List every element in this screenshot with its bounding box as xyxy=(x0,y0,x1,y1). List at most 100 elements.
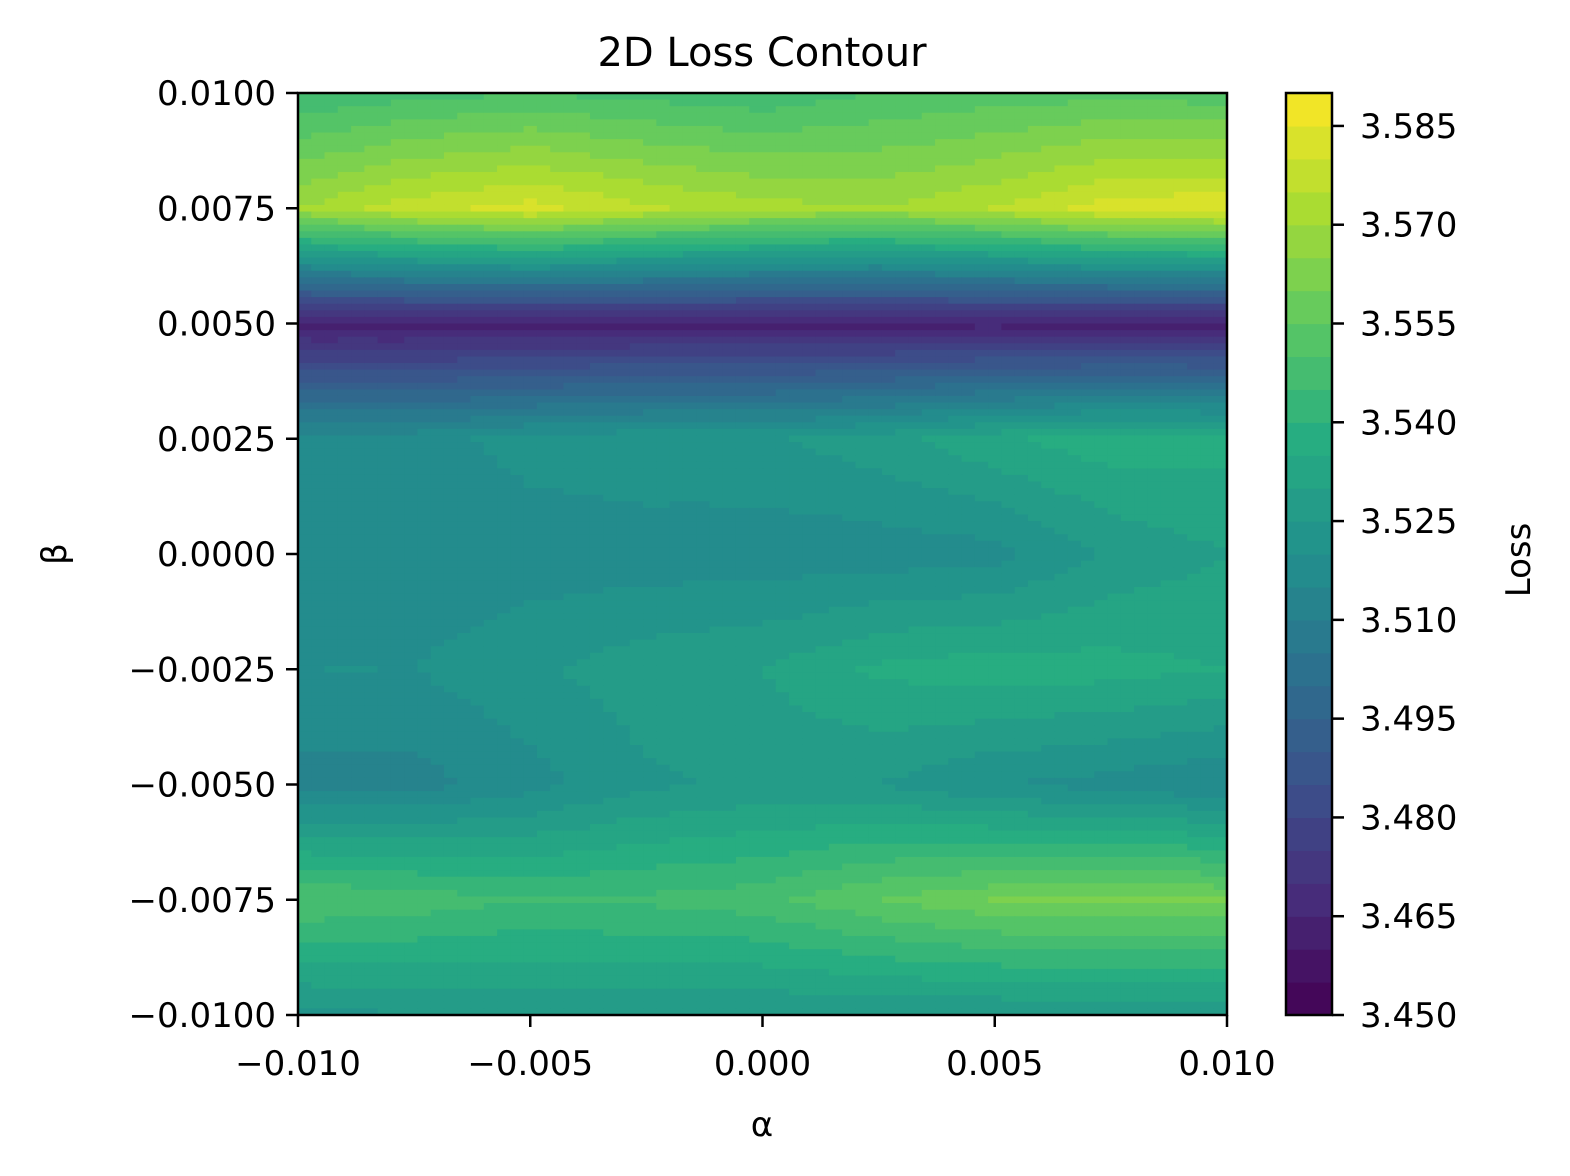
contour-cell xyxy=(789,442,803,450)
contour-cell xyxy=(1173,99,1188,107)
contour-cell xyxy=(656,172,671,180)
contour-cell xyxy=(1213,178,1227,186)
contour-cell xyxy=(576,540,591,549)
contour-cell xyxy=(1041,435,1056,443)
contour-cell xyxy=(417,178,432,186)
contour-cell xyxy=(696,204,711,213)
contour-cell xyxy=(443,455,458,463)
contour-cell xyxy=(881,507,896,516)
contour-cell xyxy=(974,376,989,384)
contour-cell xyxy=(775,218,790,226)
contour-cell xyxy=(1067,389,1082,397)
contour-cell xyxy=(855,297,870,305)
contour-cell xyxy=(1027,330,1042,338)
contour-cell xyxy=(377,158,392,167)
contour-cell xyxy=(669,290,684,298)
contour-cell xyxy=(868,185,883,193)
contour-cell xyxy=(629,251,644,259)
contour-cell xyxy=(775,224,790,232)
contour-cell xyxy=(1134,349,1148,358)
contour-cell xyxy=(417,290,432,298)
contour-cell xyxy=(749,428,764,437)
contour-cell xyxy=(443,547,458,555)
contour-cell xyxy=(364,125,379,134)
contour-cell xyxy=(298,270,312,278)
contour-cell xyxy=(1173,316,1188,325)
contour-cell xyxy=(935,185,949,193)
contour-cell xyxy=(1067,428,1082,437)
contour-cell xyxy=(1067,283,1082,292)
contour-cell xyxy=(1134,264,1148,272)
contour-cell xyxy=(483,277,498,285)
contour-cell xyxy=(497,428,511,437)
contour-cell xyxy=(815,349,830,358)
contour-cell xyxy=(1014,218,1029,226)
contour-cell xyxy=(1147,119,1162,127)
contour-cell xyxy=(337,316,352,325)
contour-cell xyxy=(443,204,458,213)
contour-cell xyxy=(1094,283,1109,292)
contour-cell xyxy=(616,481,631,489)
contour-cell xyxy=(868,152,883,160)
contour-cell xyxy=(1041,99,1056,107)
contour-cell xyxy=(404,501,419,509)
contour-cell xyxy=(404,139,419,147)
contour-cell xyxy=(722,435,737,443)
contour-cell xyxy=(443,158,458,167)
contour-cell xyxy=(510,264,525,272)
contour-cell xyxy=(1014,99,1029,107)
contour-cell xyxy=(417,395,432,404)
contour-cell xyxy=(1107,145,1122,153)
contour-cell xyxy=(735,481,750,489)
contour-cell xyxy=(1213,481,1227,489)
contour-cell xyxy=(443,257,458,265)
contour-cell xyxy=(961,442,976,450)
contour-cell xyxy=(1160,106,1175,114)
contour-cell xyxy=(881,389,896,397)
contour-cell xyxy=(722,112,737,120)
contour-cell xyxy=(988,264,1002,272)
contour-cell xyxy=(1001,402,1016,410)
contour-cell xyxy=(417,251,432,259)
contour-cell xyxy=(298,501,312,509)
contour-cell xyxy=(789,455,803,463)
contour-cell xyxy=(1187,468,1202,476)
contour-cell xyxy=(908,554,923,562)
contour-cell xyxy=(961,428,976,437)
contour-cell xyxy=(563,172,578,180)
contour-cell xyxy=(842,409,856,417)
contour-cell xyxy=(1200,204,1215,213)
contour-cell xyxy=(536,231,551,239)
contour-cell xyxy=(908,218,923,226)
contour-cell xyxy=(669,395,684,404)
contour-cell xyxy=(298,448,312,456)
contour-cell xyxy=(948,211,963,219)
contour-cell xyxy=(576,178,591,186)
contour-cell xyxy=(895,422,910,430)
contour-cell xyxy=(735,415,750,423)
contour-cell xyxy=(815,389,830,397)
contour-cell xyxy=(935,218,949,226)
contour-cell xyxy=(497,356,511,364)
contour-cell xyxy=(1134,422,1148,430)
contour-cell xyxy=(390,204,405,213)
contour-cell xyxy=(311,165,326,173)
contour-cell xyxy=(656,363,671,371)
contour-cell xyxy=(443,165,458,173)
contour-cell xyxy=(1213,139,1227,147)
contour-cell xyxy=(921,481,936,489)
contour-cell xyxy=(616,316,631,325)
contour-cell xyxy=(390,270,405,278)
contour-cell xyxy=(470,303,485,311)
contour-cell xyxy=(1001,99,1016,107)
contour-cell xyxy=(1147,461,1162,469)
contour-cell xyxy=(603,237,618,246)
contour-cell xyxy=(629,237,644,246)
contour-cell xyxy=(1107,264,1122,272)
contour-cell xyxy=(948,224,963,232)
contour-cell xyxy=(457,448,472,456)
contour-cell xyxy=(749,224,764,232)
contour-cell xyxy=(815,277,830,285)
contour-cell xyxy=(682,244,697,252)
contour-cell xyxy=(563,343,578,351)
